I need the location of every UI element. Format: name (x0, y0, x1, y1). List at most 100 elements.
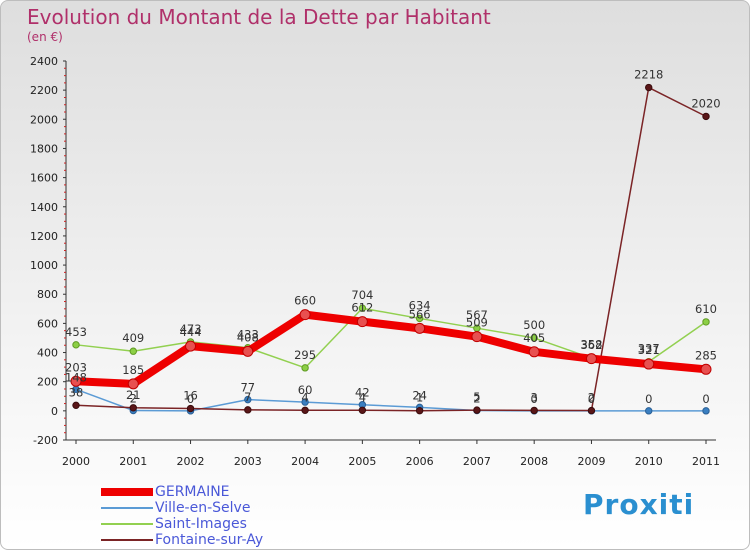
data-point (185, 340, 197, 352)
y-tick-label: 1800 (30, 142, 58, 155)
legend-swatch-germaine (101, 488, 153, 496)
data-label: 509 (466, 316, 488, 330)
data-label: 21 (126, 388, 141, 402)
data-point (414, 322, 426, 334)
data-label: 453 (65, 325, 87, 339)
data-label: 2 (473, 392, 480, 406)
x-tick-label: 2005 (348, 455, 376, 468)
data-point (358, 406, 367, 414)
data-label: 358 (580, 338, 602, 352)
data-label: 4 (301, 390, 308, 404)
x-tick-label: 2003 (234, 455, 262, 468)
legend-label: GERMAINE (155, 484, 230, 500)
data-label: 2 (130, 392, 137, 406)
legend-item-ville-en-selve: Ville-en-Selve (101, 500, 263, 516)
legend-item-fontaine-sur-ay: Fontaine-sur-Ay (101, 532, 263, 548)
y-tick-label: 200 (37, 376, 58, 389)
data-point (129, 404, 137, 412)
series-line (72, 310, 710, 388)
data-point (700, 363, 712, 375)
legend-swatch-fontaine-sur-ay (101, 539, 153, 541)
data-label: 4 (359, 390, 366, 404)
data-label: 185 (122, 363, 144, 377)
data-label: 433 (237, 328, 259, 342)
x-tick-label: 2009 (577, 455, 605, 468)
data-label: 2218 (634, 68, 663, 82)
y-tick-label: 2000 (30, 113, 58, 126)
x-tick-label: 2000 (62, 455, 90, 468)
y-tick-label: 1600 (30, 172, 58, 185)
data-point (645, 83, 653, 92)
data-label: 660 (294, 294, 316, 308)
data-label: 1 (416, 391, 423, 405)
x-tick-label: 2008 (520, 455, 548, 468)
data-label: 285 (695, 348, 717, 362)
data-label: 566 (409, 307, 431, 321)
data-point (702, 407, 710, 415)
data-point (356, 316, 368, 328)
data-label: 473 (180, 322, 202, 336)
data-label: 704 (351, 288, 373, 302)
data-point (72, 341, 80, 349)
data-point (301, 398, 309, 406)
data-point (70, 375, 82, 387)
data-label: 0 (588, 392, 595, 406)
data-label: 38 (69, 385, 84, 399)
y-tick-label: 2200 (30, 84, 58, 97)
data-point (643, 358, 655, 370)
data-label: 337 (638, 342, 660, 356)
data-point (301, 406, 309, 414)
data-label: 634 (409, 298, 431, 312)
data-point (645, 407, 653, 415)
y-tick-label: 1200 (30, 230, 58, 243)
y-tick-label: 400 (37, 347, 58, 360)
data-label: 612 (351, 301, 373, 315)
y-tick-label: 1000 (30, 259, 58, 272)
data-label: 77 (240, 381, 255, 395)
data-label: 500 (523, 318, 545, 332)
x-tick-label: 2004 (291, 455, 319, 468)
data-point (186, 404, 195, 413)
y-tick-label: 2400 (30, 55, 58, 68)
data-label: 203 (65, 360, 87, 374)
x-tick-label: 2007 (463, 455, 491, 468)
legend-swatch-saint-images (101, 523, 153, 525)
data-label: 610 (695, 302, 717, 316)
data-label: 567 (466, 308, 488, 322)
y-tick-label: 800 (37, 288, 58, 301)
data-label: 362 (580, 338, 602, 352)
data-label: 7 (244, 390, 251, 404)
data-label: 42 (355, 386, 370, 400)
series-germaine (70, 309, 712, 390)
data-point (244, 406, 252, 414)
data-label: 408 (237, 330, 259, 344)
y-tick-label: 1400 (30, 201, 58, 214)
data-point (471, 331, 483, 343)
series-line (75, 388, 707, 412)
data-label: 3 (531, 390, 538, 404)
axes: -200020040060080010001200140016001800200… (30, 55, 720, 468)
data-point (530, 406, 538, 415)
data-point (415, 407, 424, 415)
series-layer (70, 83, 712, 415)
brand-logo: Proxiti (583, 488, 695, 521)
y-tick-label: 600 (37, 317, 58, 330)
data-label: 295 (294, 348, 316, 362)
x-tick-label: 2001 (119, 455, 147, 468)
x-tick-label: 2006 (406, 455, 434, 468)
x-tick-label: 2010 (635, 455, 663, 468)
x-tick-label: 2011 (692, 455, 720, 468)
legend: GERMAINE Ville-en-Selve Saint-Images Fon… (101, 484, 263, 548)
data-label: 60 (298, 383, 313, 397)
data-label: 444 (180, 325, 202, 339)
x-tick-label: 2002 (177, 455, 205, 468)
data-point (528, 346, 540, 358)
chart-subtitle: (en €) (27, 30, 63, 44)
data-point (358, 304, 367, 312)
data-point (473, 406, 481, 414)
data-label: 0 (187, 392, 194, 406)
y-tick-label: -200 (33, 434, 58, 447)
data-label: 16 (183, 389, 198, 403)
